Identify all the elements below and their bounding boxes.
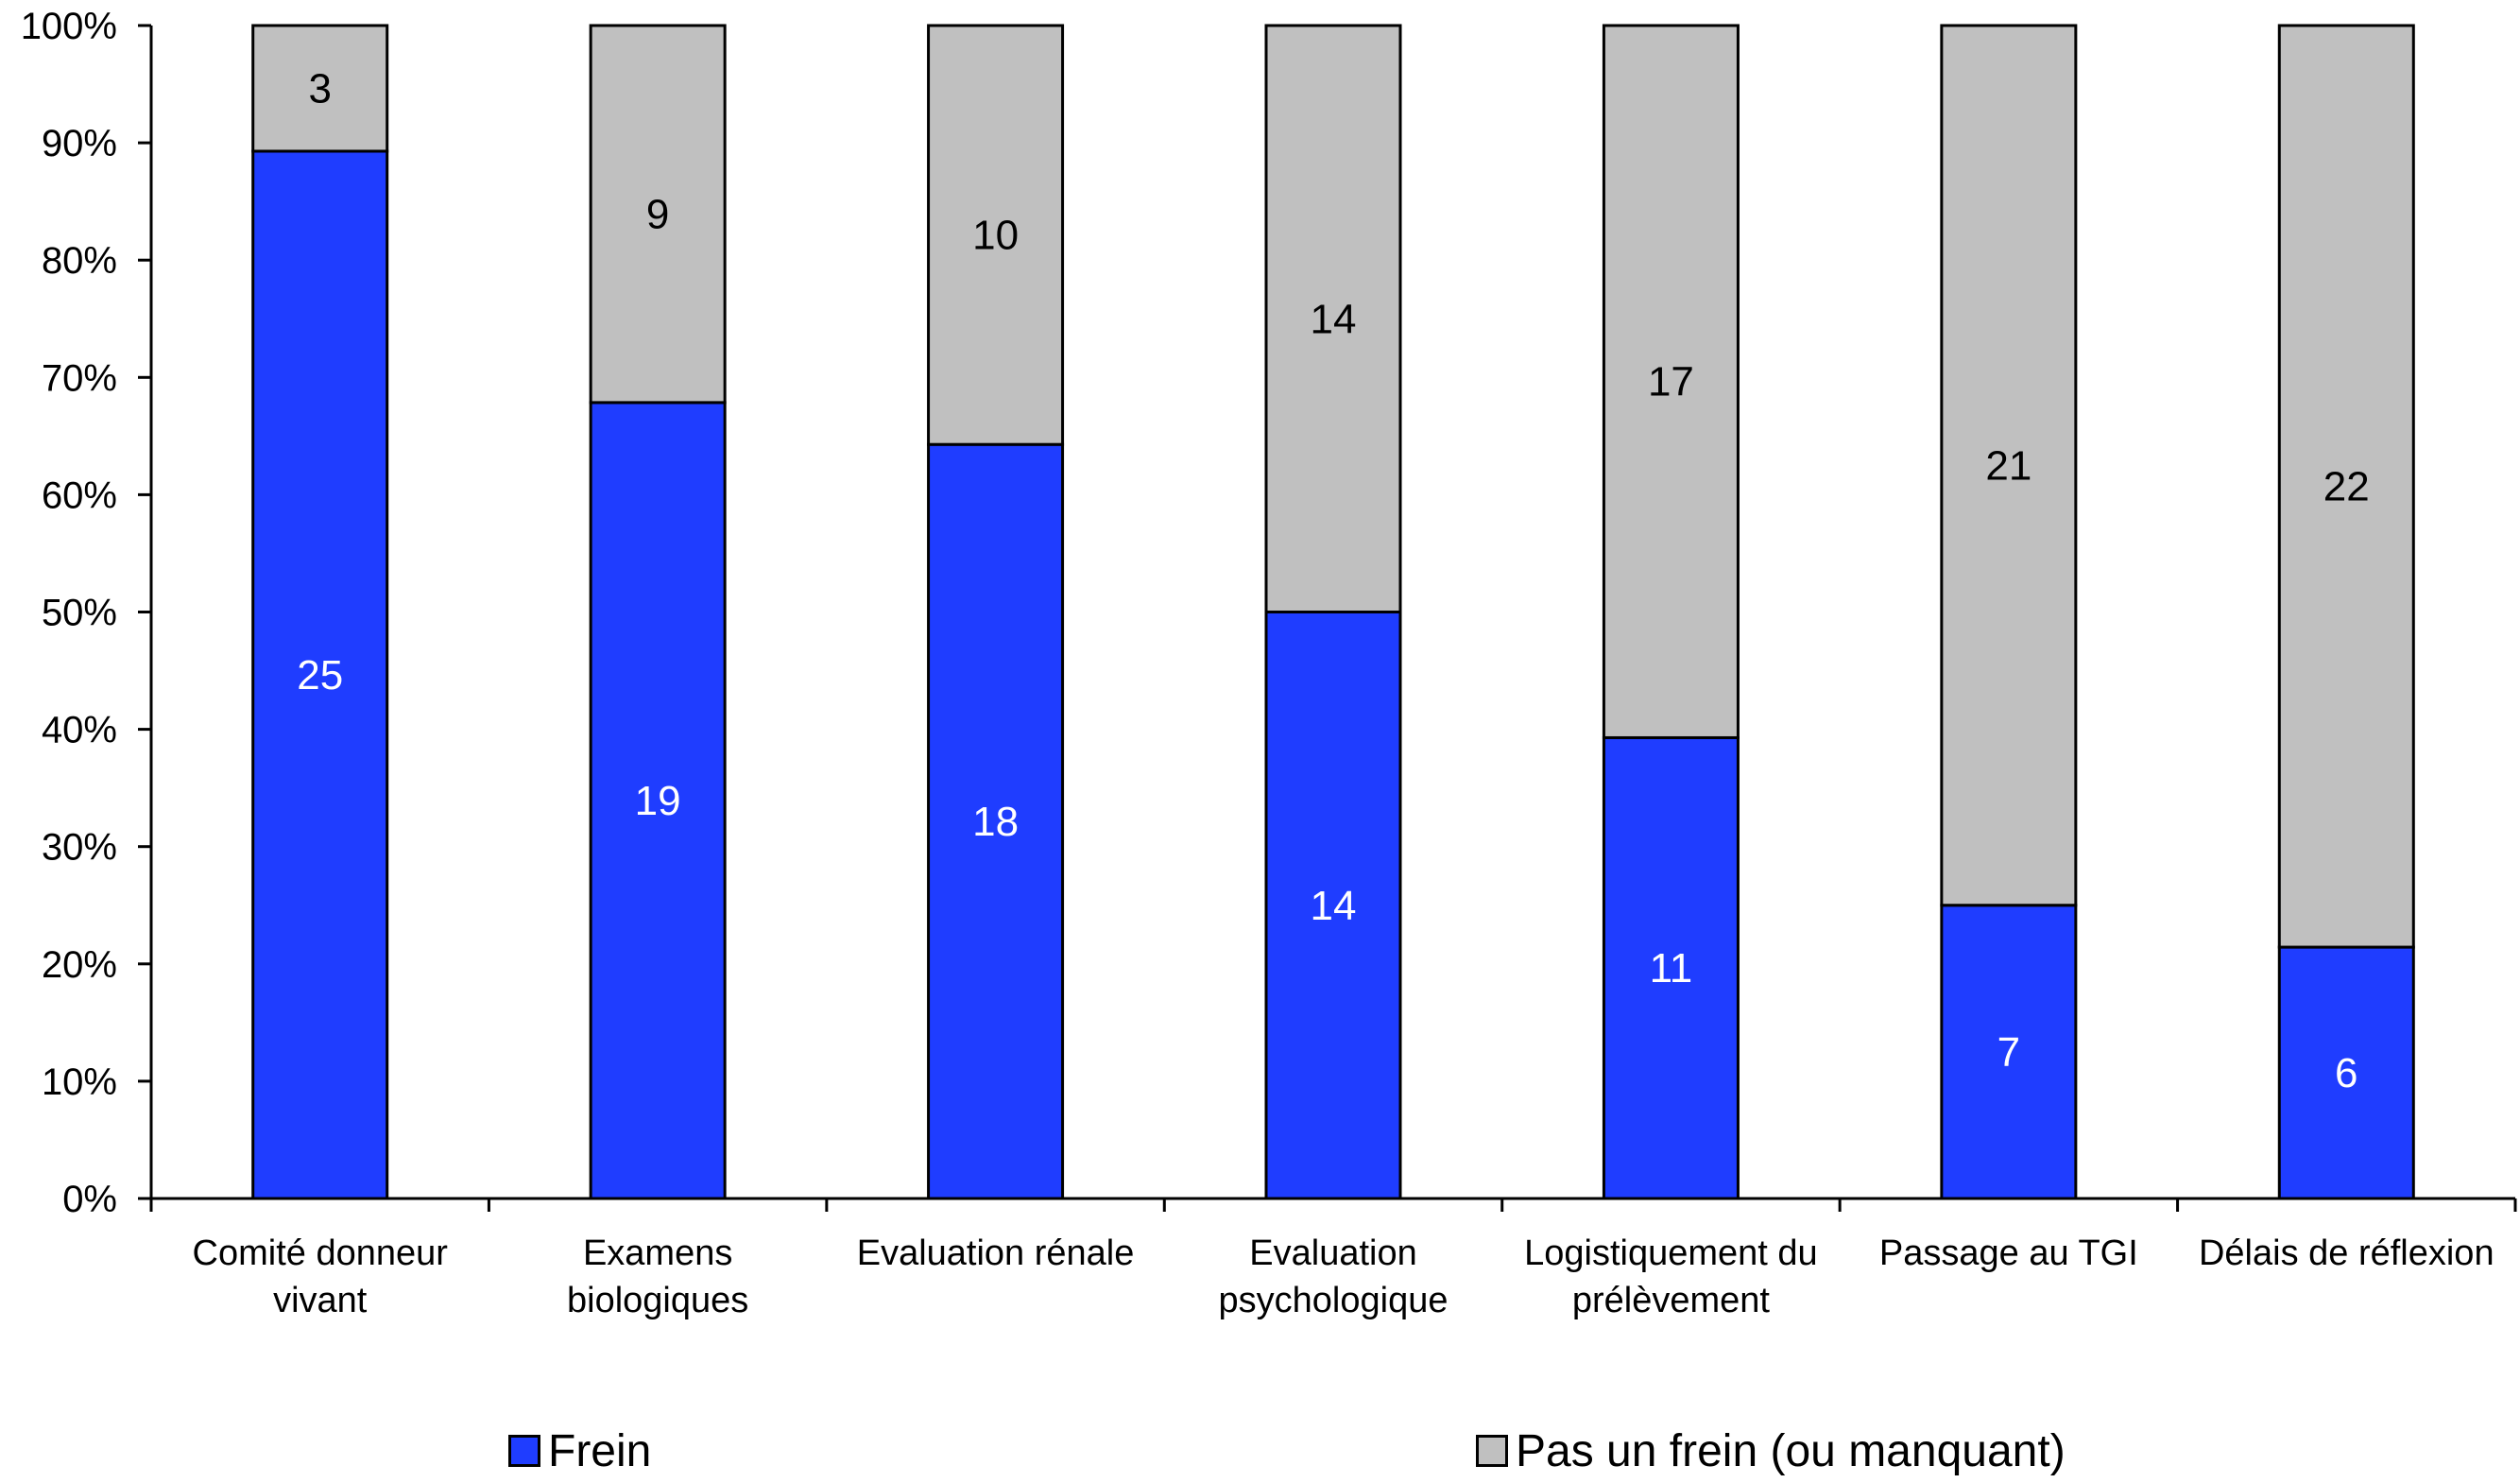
data-label-pas-un-frein: 9 [646, 191, 669, 237]
data-label-pas-un-frein: 21 [1985, 442, 2031, 489]
legend-item-frein: Frein [508, 1423, 651, 1479]
data-label-frein: 25 [297, 652, 343, 698]
y-tick-label: 90% [42, 123, 117, 164]
data-label-pas-un-frein: 17 [1648, 359, 1694, 405]
x-tick-label: Comité donneur vivant [193, 1233, 449, 1320]
x-tick-label: Logistiquement du prélèvement [1524, 1233, 1818, 1320]
bar-segment-pas-un-frein [251, 24, 389, 153]
data-label-frein: 14 [1311, 883, 1357, 929]
legend-swatch-frein [508, 1435, 540, 1467]
bar-segment-pas-un-frein [1940, 24, 2078, 907]
bar-segment-frein [1264, 611, 1402, 1200]
y-tick-label: 10% [42, 1061, 117, 1103]
bar-segment-pas-un-frein [2277, 24, 2415, 949]
data-label-frein: 18 [972, 799, 1019, 845]
bar-segment-frein [927, 442, 1065, 1200]
bar-segment-frein [251, 149, 389, 1200]
bar-segment-pas-un-frein [589, 24, 727, 405]
bar-segment-frein [1602, 735, 1740, 1200]
x-tick-label: Evaluation rénale [857, 1233, 1135, 1273]
y-tick-label: 80% [42, 240, 117, 282]
x-tick-label: Délais de réflexion [2199, 1233, 2494, 1273]
y-tick-label: 40% [42, 710, 117, 751]
data-label-frein: 11 [1650, 945, 1693, 992]
y-tick-label: 30% [42, 827, 117, 869]
bars [251, 24, 2415, 1200]
bar-segment-pas-un-frein [927, 24, 1065, 446]
data-label-pas-un-frein: 22 [2323, 464, 2370, 510]
data-label-frein: 7 [1997, 1029, 2020, 1076]
legend-label-frein: Frein [548, 1425, 652, 1476]
bar-segment-pas-un-frein [1264, 24, 1402, 613]
data-label-pas-un-frein: 3 [308, 65, 331, 112]
bar-segment-pas-un-frein [1602, 24, 1740, 739]
y-tick-label: 50% [42, 593, 117, 634]
x-tick-label: Passage au TGI [1879, 1233, 2138, 1273]
y-tick-label: 20% [42, 944, 117, 986]
legend-label-pas-un-frein: Pas un frein (ou manquant) [1516, 1425, 2066, 1476]
y-tick-label: 60% [42, 474, 117, 516]
y-tick-label: 0% [62, 1179, 117, 1220]
x-tick-label: Evaluation psychologique [1219, 1233, 1449, 1320]
legend-swatch-pas-un-frein [1476, 1435, 1508, 1467]
data-label-frein: 6 [2335, 1050, 2357, 1096]
y-tick-label: 100% [21, 6, 117, 47]
y-tick-label: 70% [42, 357, 117, 399]
data-label-frein: 19 [635, 778, 681, 824]
x-axis: Comité donneur vivant Examens biologiques Ev… [149, 1197, 2517, 1320]
stacked-bar-chart: 0% 10% 20% 30% 40% 50% 60% 70% 80% 90% 100% Comité… [21, 6, 2517, 1320]
data-label-pas-un-frein: 14 [1311, 296, 1357, 342]
legend: Frein Pas un frein (ou manquant) [0, 1423, 2520, 1479]
data-labels: 25 3 19 9 18 10 14 14 11 17 7 21 6 22 [297, 65, 2370, 1096]
x-tick-label: Examens biologiques [567, 1233, 748, 1320]
legend-item-pas-un-frein: Pas un frein (ou manquant) [1476, 1423, 2066, 1479]
data-label-pas-un-frein: 10 [972, 213, 1019, 259]
y-axis: 0% 10% 20% 30% 40% 50% 60% 70% 80% 90% 100% [21, 6, 153, 1220]
